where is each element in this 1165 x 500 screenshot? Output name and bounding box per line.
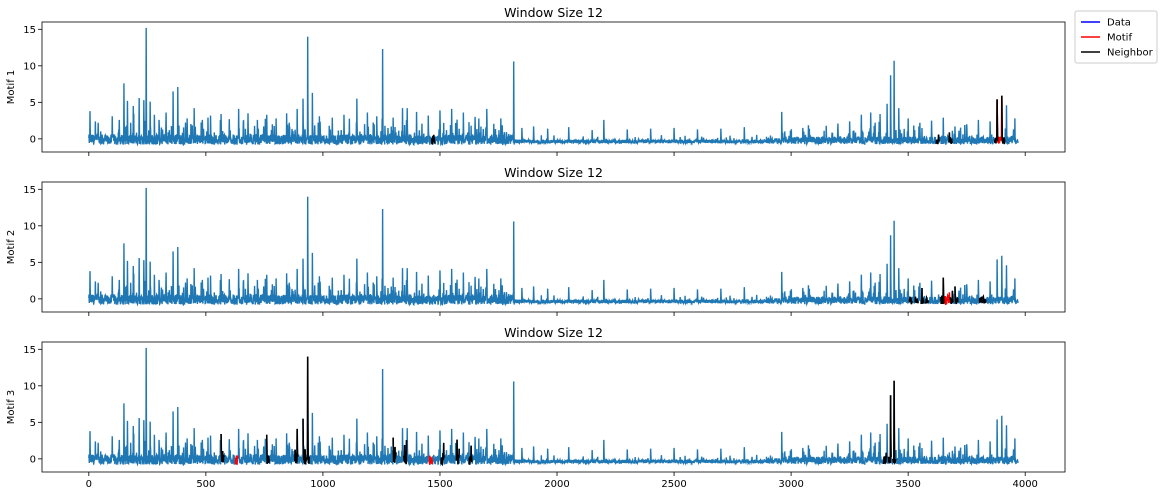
neighbor-segment-5 [305, 356, 311, 464]
legend-motif-label: Motif [1107, 33, 1132, 44]
neighbor-segment-2 [265, 434, 271, 464]
neighbor-segment-10 [468, 445, 473, 465]
plot-frame [41, 181, 1066, 313]
neighbor-segment-4 [302, 418, 307, 465]
y-tick-label: 15 [23, 185, 36, 196]
data-series-line [88, 347, 1019, 467]
neighbor-segment-7 [402, 440, 408, 465]
x-tick-label: 1000 [310, 479, 335, 490]
neighbor-segment-1 [220, 434, 225, 463]
legend-neighbor-label: Neighbor [1107, 48, 1154, 59]
x-tick-label: 2500 [661, 479, 686, 490]
neighbor-segment-4 [924, 294, 930, 304]
neighbor-segment-13 [892, 380, 897, 465]
y-tick-label: 5 [30, 98, 36, 109]
neighbor-segment-5 [940, 277, 945, 305]
y-axis-label: Motif 1 [6, 70, 17, 105]
motif-segment-2 [946, 292, 952, 305]
y-tick-label: 10 [23, 381, 36, 392]
chart-legend: Data Motif Neighbor [1074, 10, 1158, 64]
neighbor-segment-2 [914, 296, 919, 304]
neighbor-segment-9 [455, 439, 460, 465]
y-tick-label: 5 [30, 258, 36, 269]
neighbor-segment-8 [978, 296, 984, 304]
data-series-line [88, 187, 1019, 307]
panel-title: Window Size 12 [504, 5, 603, 20]
y-tick-label: 0 [30, 294, 36, 305]
y-tick-label: 15 [23, 345, 36, 356]
neighbor-segment-9 [982, 294, 987, 304]
neighbor-segment-5 [1000, 95, 1006, 145]
neighbor-segment-3 [948, 132, 953, 145]
x-tick-label: 500 [196, 479, 215, 490]
neighbor-segment-8 [440, 442, 445, 467]
panel-1: Window Size 12 Motif 1 0 5 10 15 [6, 5, 1066, 156]
neighbor-segment-12 [887, 395, 892, 464]
panel-3: Window Size 12 Motif 3 0 5 10 15 0 500 1000 1500 2… [6, 325, 1066, 490]
x-tick-label: 2000 [544, 479, 569, 490]
motif-segment-1 [234, 455, 239, 465]
neighbor-segment-6 [949, 290, 954, 305]
neighbor-segment-3 [294, 428, 299, 464]
panel-2: Window Size 12 Motif 2 0 5 10 15 [6, 165, 1066, 316]
neighbor-segment-7 [954, 286, 959, 305]
x-tick-label: 0 [86, 479, 92, 490]
legend-data-label: Data [1107, 18, 1131, 29]
y-tick-label: 10 [23, 221, 36, 232]
y-axis-label: Motif 3 [6, 390, 17, 425]
y-axis-label: Motif 2 [6, 230, 17, 265]
x-tick-label: 3500 [895, 479, 920, 490]
y-tick-label: 15 [23, 25, 36, 36]
neighbor-segment-2 [935, 134, 940, 145]
neighbor-segment-1 [908, 296, 913, 305]
x-tick-label: 3000 [778, 479, 803, 490]
legend-frame [1074, 10, 1158, 64]
neighbor-segment-6 [392, 437, 397, 463]
panel-title: Window Size 12 [504, 325, 603, 340]
neighbor-segment-1 [430, 134, 436, 145]
x-tick-label: 4000 [1012, 479, 1037, 490]
x-tick-label: 1500 [427, 479, 452, 490]
neighbor-segment-3 [920, 287, 925, 305]
neighbor-segment-11 [882, 452, 888, 465]
motif-segment-2 [428, 455, 434, 465]
y-tick-label: 0 [30, 454, 36, 465]
neighbor-segment-4 [993, 99, 999, 144]
y-tick-label: 10 [23, 61, 36, 72]
y-tick-label: 0 [30, 134, 36, 145]
motif-segment-1 [943, 295, 949, 305]
data-series-line [88, 27, 1019, 147]
plot-frame [41, 21, 1066, 153]
panel-title: Window Size 12 [504, 165, 603, 180]
plot-frame [41, 341, 1066, 473]
y-tick-label: 5 [30, 418, 36, 429]
